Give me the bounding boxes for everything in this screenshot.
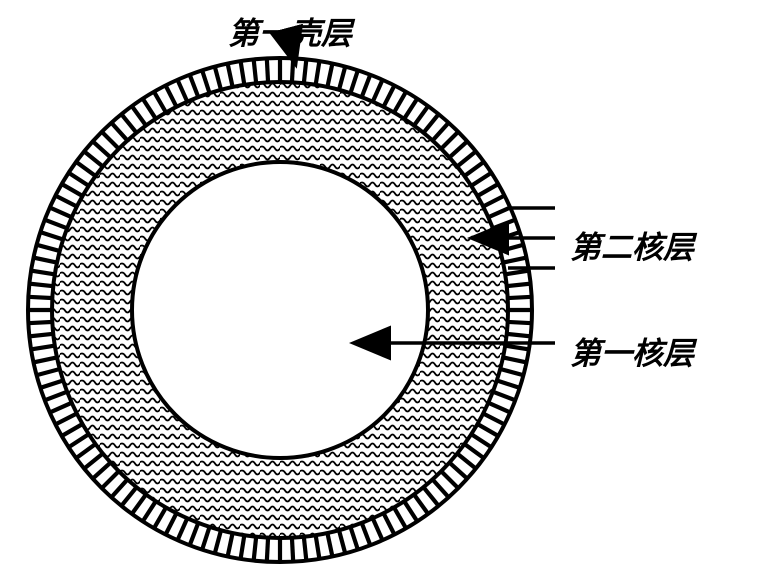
core-layer-1-circle xyxy=(132,162,428,458)
diagram-container: 第一壳层 第二核层 第一核层 xyxy=(0,0,762,581)
label-core-layer-1: 第一核层 xyxy=(570,328,694,373)
label-core-layer-2: 第二核层 xyxy=(570,222,694,267)
label-shell-layer-1: 第一壳层 xyxy=(228,8,352,53)
concentric-diagram xyxy=(0,0,762,581)
